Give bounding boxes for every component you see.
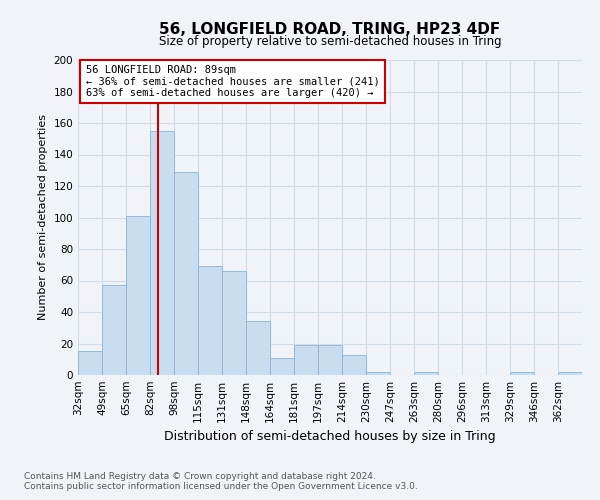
X-axis label: Distribution of semi-detached houses by size in Tring: Distribution of semi-detached houses by … xyxy=(164,430,496,444)
Bar xyxy=(342,354,366,375)
Bar xyxy=(102,285,126,375)
Bar xyxy=(78,352,102,375)
Bar xyxy=(150,131,174,375)
Bar xyxy=(198,266,222,375)
Bar xyxy=(294,345,318,375)
Text: 56, LONGFIELD ROAD, TRING, HP23 4DF: 56, LONGFIELD ROAD, TRING, HP23 4DF xyxy=(160,22,500,38)
Text: Contains HM Land Registry data © Crown copyright and database right 2024.: Contains HM Land Registry data © Crown c… xyxy=(24,472,376,481)
Y-axis label: Number of semi-detached properties: Number of semi-detached properties xyxy=(38,114,48,320)
Bar xyxy=(222,271,246,375)
Bar xyxy=(246,322,270,375)
Bar xyxy=(270,358,294,375)
Text: Contains public sector information licensed under the Open Government Licence v3: Contains public sector information licen… xyxy=(24,482,418,491)
Bar xyxy=(558,372,582,375)
Bar xyxy=(366,372,390,375)
Text: Size of property relative to semi-detached houses in Tring: Size of property relative to semi-detach… xyxy=(158,35,502,48)
Bar xyxy=(318,345,342,375)
Bar xyxy=(414,372,438,375)
Bar xyxy=(174,172,198,375)
Bar xyxy=(126,216,150,375)
Text: 56 LONGFIELD ROAD: 89sqm
← 36% of semi-detached houses are smaller (241)
63% of : 56 LONGFIELD ROAD: 89sqm ← 36% of semi-d… xyxy=(86,64,379,98)
Bar xyxy=(510,372,534,375)
